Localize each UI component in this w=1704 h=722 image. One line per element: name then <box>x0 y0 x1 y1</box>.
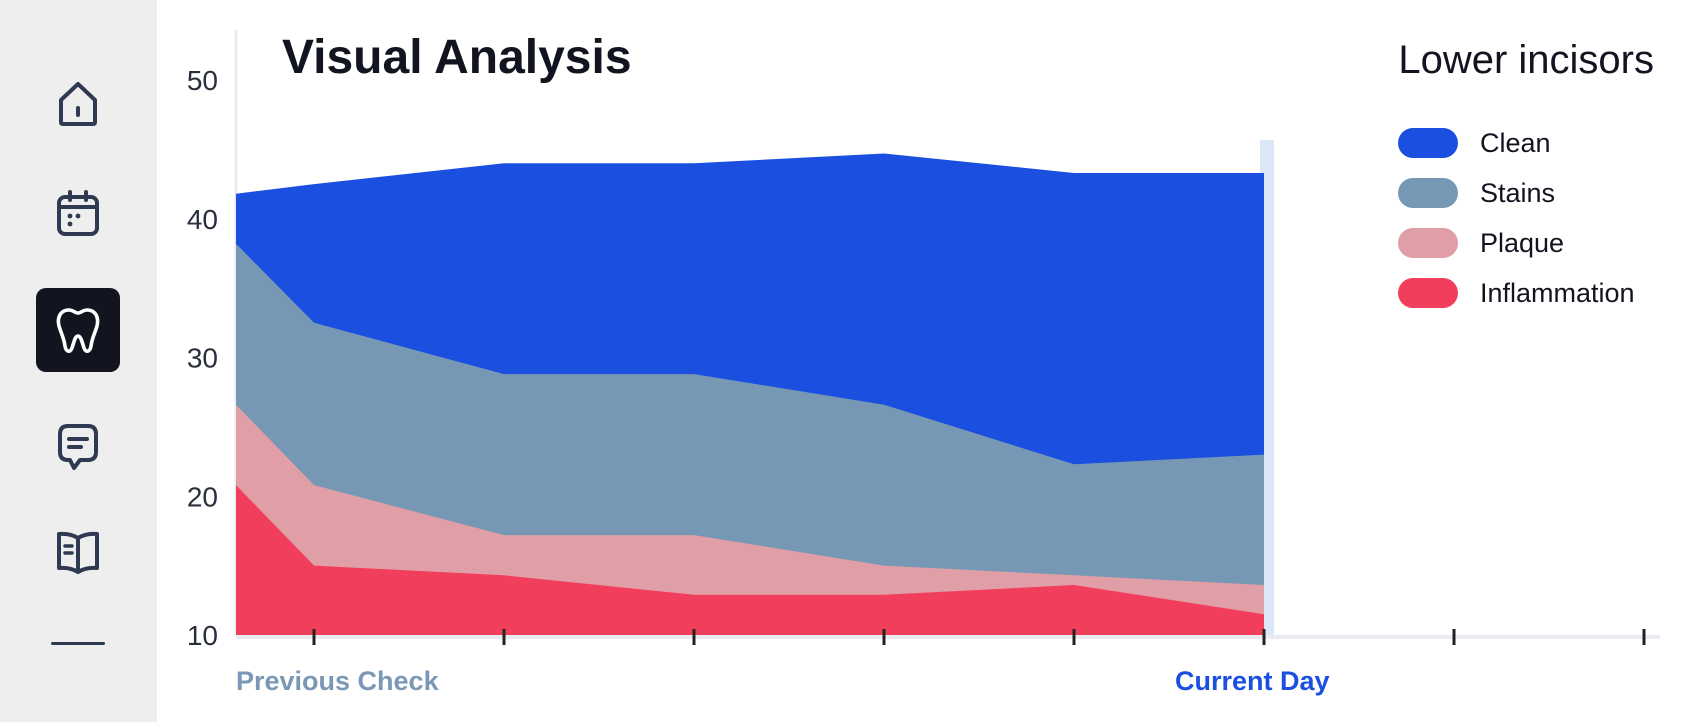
nav-calendar-button[interactable] <box>36 172 120 256</box>
legend-swatch <box>1398 178 1458 208</box>
legend-label: Clean <box>1480 127 1551 158</box>
current-day-label: Current Day <box>1175 666 1330 696</box>
y-tick-label: 30 <box>187 343 218 374</box>
tooth-icon <box>56 308 100 353</box>
chart-subtitle: Lower incisors <box>1398 38 1654 82</box>
nav-home-button[interactable] <box>36 62 120 146</box>
y-tick-label: 10 <box>187 620 218 651</box>
legend-item: Inflammation <box>1398 268 1635 318</box>
legend-item: Clean <box>1398 118 1635 168</box>
sidebar <box>0 0 157 722</box>
plot-area: 50 40 30 20 10 <box>187 30 1660 651</box>
nav-book-button[interactable] <box>36 510 120 594</box>
legend-swatch <box>1398 278 1458 308</box>
calendar-icon <box>57 190 99 236</box>
legend-label: Inflammation <box>1480 277 1635 308</box>
legend-item: Plaque <box>1398 218 1635 268</box>
book-icon <box>57 531 99 574</box>
nav-messages-button[interactable] <box>36 404 120 488</box>
legend-item: Stains <box>1398 168 1635 218</box>
home-icon <box>59 82 97 126</box>
legend-swatch <box>1398 228 1458 258</box>
legend-label: Stains <box>1480 177 1556 208</box>
message-icon <box>58 424 98 470</box>
area-inflammation <box>236 485 1264 635</box>
area-chart: 50 40 30 20 10 <box>187 30 1660 651</box>
chart-legend: Clean Stains Plaque Inflammation <box>1398 118 1635 318</box>
previous-check-label: Previous Check <box>236 666 439 696</box>
legend-label: Plaque <box>1480 227 1565 258</box>
y-tick-label: 50 <box>187 65 218 96</box>
y-tick-label: 40 <box>187 204 218 235</box>
y-tick-label: 20 <box>187 481 218 512</box>
legend-swatch <box>1398 128 1458 158</box>
sidebar-divider <box>51 642 105 645</box>
nav-tooth-button[interactable] <box>36 288 120 372</box>
page-title: Visual Analysis <box>282 31 632 84</box>
